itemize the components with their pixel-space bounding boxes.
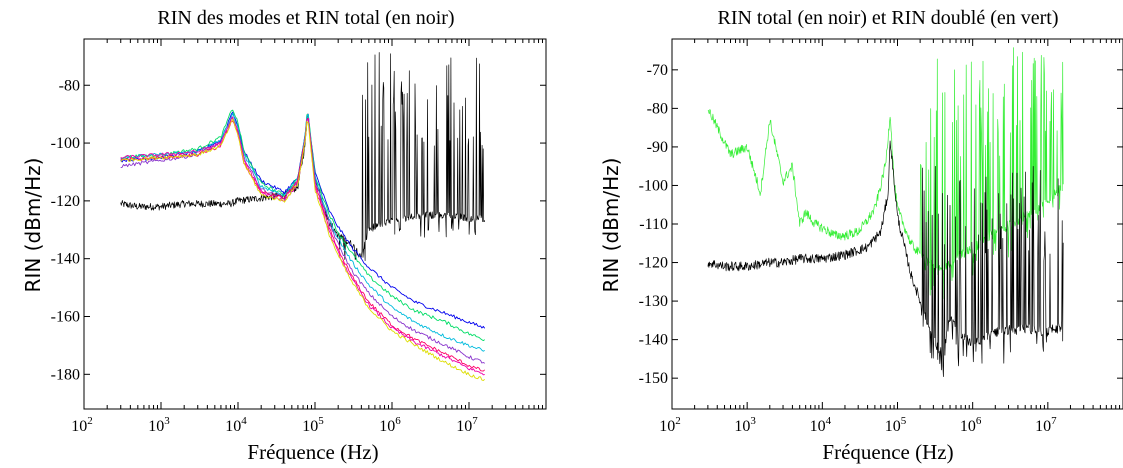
chart-right-ytick-label: -70 [647,62,668,79]
chart-left-ylabel: RIN (dBm/Hz) [21,158,45,293]
chart-right-ticks-group: -70 -80 -90 -100 -110 -120 -130 -140 -150 102 103 1… [639,39,1123,435]
chart-left-ytick-label: -80 [59,77,80,94]
chart-left-xlabel: Fréquence (Hz) [247,440,378,464]
chart-left-series-line-3 [120,112,485,352]
chart-left-ytick-label: -100 [51,135,80,152]
chart-right-xtick-label: 106 [960,415,982,435]
chart-right-title: RIN total (en noir) et RIN doublé (en ve… [717,7,1058,29]
chart-left-title: RIN des modes et RIN total (en noir) [157,7,454,29]
chart-right-ytick-label: -110 [639,216,668,233]
chart-right-xtick-label: 105 [885,415,907,435]
chart-left-xtick-label: 107 [456,415,478,435]
chart-left: RIN des modes et RIN total (en noir) RIN… [21,7,547,464]
chart-right-ytick-label: -140 [639,332,668,349]
chart-left-xtick-label: 102 [71,415,93,435]
chart-right-xlabel: Fréquence (Hz) [822,440,953,464]
chart-right-xtick-label: 107 [1035,415,1057,435]
chart-right-xtick-label: 103 [734,415,756,435]
chart-left-xtick-label: 105 [302,415,324,435]
chart-right-ytick-label: -130 [639,293,668,310]
chart-right-series-line-0 [707,47,1064,299]
chart-right-xtick-label: 102 [659,415,681,435]
chart-left-series-line-7 [120,118,485,381]
chart-right-ylabel: RIN (dBm/Hz) [599,158,623,293]
chart-left-series-line-1 [120,111,486,329]
chart-left-xtick-label: 106 [379,415,401,435]
chart-right-ytick-label: -90 [647,139,668,156]
chart-right-plot-frame [671,38,1123,410]
chart-right-ytick-label: -120 [639,255,668,272]
chart-left-ytick-label: -120 [51,193,80,210]
chart-right-ytick-label: -150 [639,370,668,387]
chart-left-ytick-label: -140 [51,251,80,268]
chart-left-ytick-label: -180 [51,366,80,383]
chart-right-ytick-label: -100 [639,177,668,194]
chart-right-series-group [707,47,1064,377]
chart-right-series-line-1 [707,140,1064,377]
chart-left-series-group [120,52,486,381]
chart-left-xtick-label: 104 [225,415,247,435]
chart-left-series-line-2 [120,109,485,342]
chart-right: RIN total (en noir) et RIN doublé (en ve… [599,7,1123,464]
chart-right-xtick-label: 104 [810,415,832,435]
chart-left-ytick-label: -160 [51,309,80,326]
chart-right-ytick-label: -80 [647,100,668,117]
chart-left-ticks-group: -80 -100 -120 -140 -160 -180 102 103 104 105 106 10… [51,39,546,435]
chart-left-xtick-label: 103 [148,415,170,435]
